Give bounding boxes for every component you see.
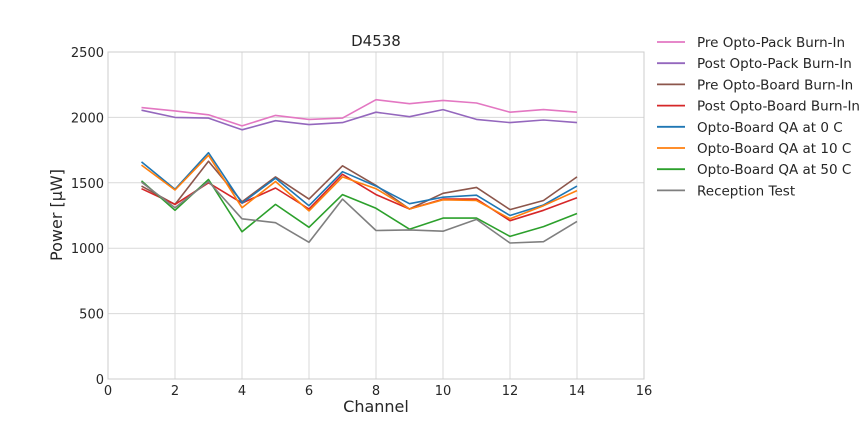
legend-item: Opto-Board QA at 10 C [657, 141, 851, 157]
y-tick-label: 500 [79, 308, 104, 323]
legend-label: Pre Opto-Pack Burn-In [697, 35, 845, 51]
legend-label: Post Opto-Pack Burn-In [697, 56, 852, 72]
y-tick-label: 0 [96, 373, 104, 388]
series-line [141, 98, 578, 127]
legend-item: Opto-Board QA at 0 C [657, 120, 843, 136]
series-line [140, 151, 578, 217]
legend-label: Pre Opto-Board Burn-In [697, 77, 853, 93]
series-line [141, 154, 578, 220]
series-line [140, 178, 578, 238]
series-line [141, 108, 578, 131]
legend-label: Opto-Board QA at 10 C [697, 141, 851, 157]
legend-item: Pre Opto-Board Burn-In [657, 77, 853, 93]
series-line [141, 180, 578, 244]
x-tick-label: 8 [372, 384, 380, 399]
x-tick-label: 4 [238, 384, 246, 399]
x-tick-label: 16 [636, 384, 653, 399]
series-lines [140, 98, 578, 244]
x-tick-label: 10 [435, 384, 452, 399]
y-tick-labels: 0 500 1000 1500 2000 2500 [71, 46, 104, 388]
legend-label: Reception Test [697, 183, 795, 199]
series-line [141, 173, 578, 222]
x-tick-label: 14 [569, 384, 586, 399]
legend-item: Reception Test [657, 183, 795, 199]
legend-item: Pre Opto-Pack Burn-In [657, 35, 845, 51]
x-tick-label: 12 [502, 384, 519, 399]
chart-title: D4538 [351, 32, 401, 50]
legend: Pre Opto-Pack Burn-In Post Opto-Pack Burn… [657, 35, 860, 199]
x-axis-label: Channel [343, 397, 409, 416]
y-tick-label: 2000 [71, 111, 104, 126]
legend-item: Opto-Board QA at 50 C [657, 162, 851, 178]
legend-label: Opto-Board QA at 50 C [697, 162, 851, 178]
legend-item: Post Opto-Pack Burn-In [657, 56, 852, 72]
x-tick-label: 6 [305, 384, 313, 399]
legend-label: Post Opto-Board Burn-In [697, 99, 860, 115]
plot-area [107, 51, 645, 380]
grid [107, 51, 645, 380]
y-tick-label: 1500 [71, 177, 104, 192]
legend-item: Post Opto-Board Burn-In [657, 99, 860, 115]
y-axis-label: Power [μW] [47, 169, 66, 261]
x-tick-label: 2 [171, 384, 179, 399]
x-tick-labels: 0 2 4 6 8 10 12 14 16 [104, 384, 652, 399]
y-tick-label: 1000 [71, 242, 104, 257]
series-line [141, 160, 578, 211]
x-tick-label: 0 [104, 384, 112, 399]
legend-label: Opto-Board QA at 0 C [697, 120, 843, 136]
y-tick-label: 2500 [71, 46, 104, 61]
